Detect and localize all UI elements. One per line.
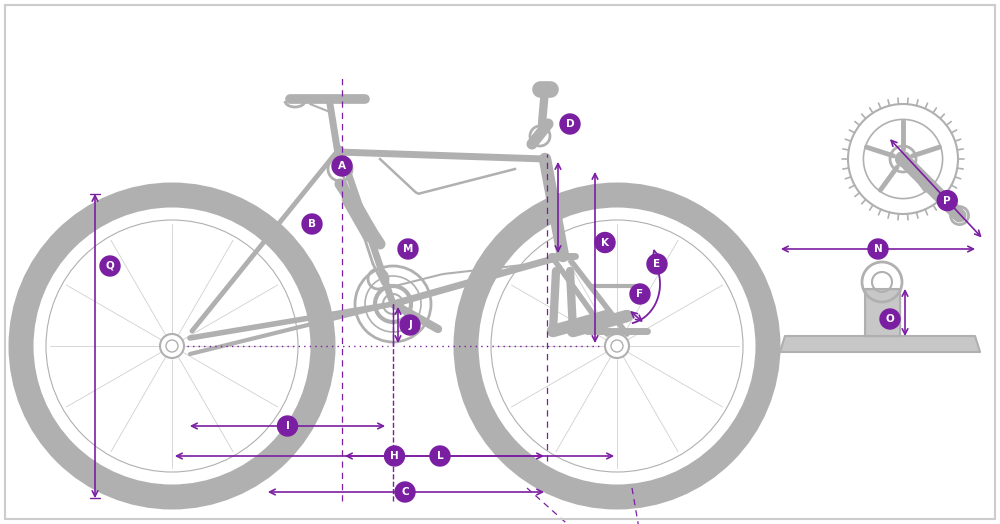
Text: D: D xyxy=(566,119,574,129)
Text: Q: Q xyxy=(106,261,114,271)
Circle shape xyxy=(630,284,650,304)
Circle shape xyxy=(400,315,420,335)
Circle shape xyxy=(398,239,418,259)
Circle shape xyxy=(868,239,888,259)
Circle shape xyxy=(430,446,450,466)
Circle shape xyxy=(100,256,120,276)
Circle shape xyxy=(937,191,957,211)
Text: B: B xyxy=(308,219,316,229)
Circle shape xyxy=(560,114,580,134)
Text: K: K xyxy=(601,237,609,247)
Text: F: F xyxy=(636,289,644,299)
Polygon shape xyxy=(780,336,980,352)
Polygon shape xyxy=(865,289,900,336)
Text: H: H xyxy=(390,451,399,461)
Text: O: O xyxy=(886,314,894,324)
Circle shape xyxy=(395,482,415,502)
Circle shape xyxy=(880,309,900,329)
Text: N: N xyxy=(874,244,882,254)
Circle shape xyxy=(595,233,615,253)
Text: M: M xyxy=(403,244,413,254)
Text: L: L xyxy=(437,451,443,461)
Circle shape xyxy=(302,214,322,234)
Circle shape xyxy=(278,416,298,436)
Text: A: A xyxy=(338,161,346,171)
Text: E: E xyxy=(653,259,661,269)
Text: C: C xyxy=(401,487,409,497)
Circle shape xyxy=(647,254,667,274)
Circle shape xyxy=(332,156,352,176)
Text: P: P xyxy=(943,195,951,205)
Circle shape xyxy=(384,446,404,466)
Text: J: J xyxy=(408,320,412,330)
Text: I: I xyxy=(286,421,289,431)
